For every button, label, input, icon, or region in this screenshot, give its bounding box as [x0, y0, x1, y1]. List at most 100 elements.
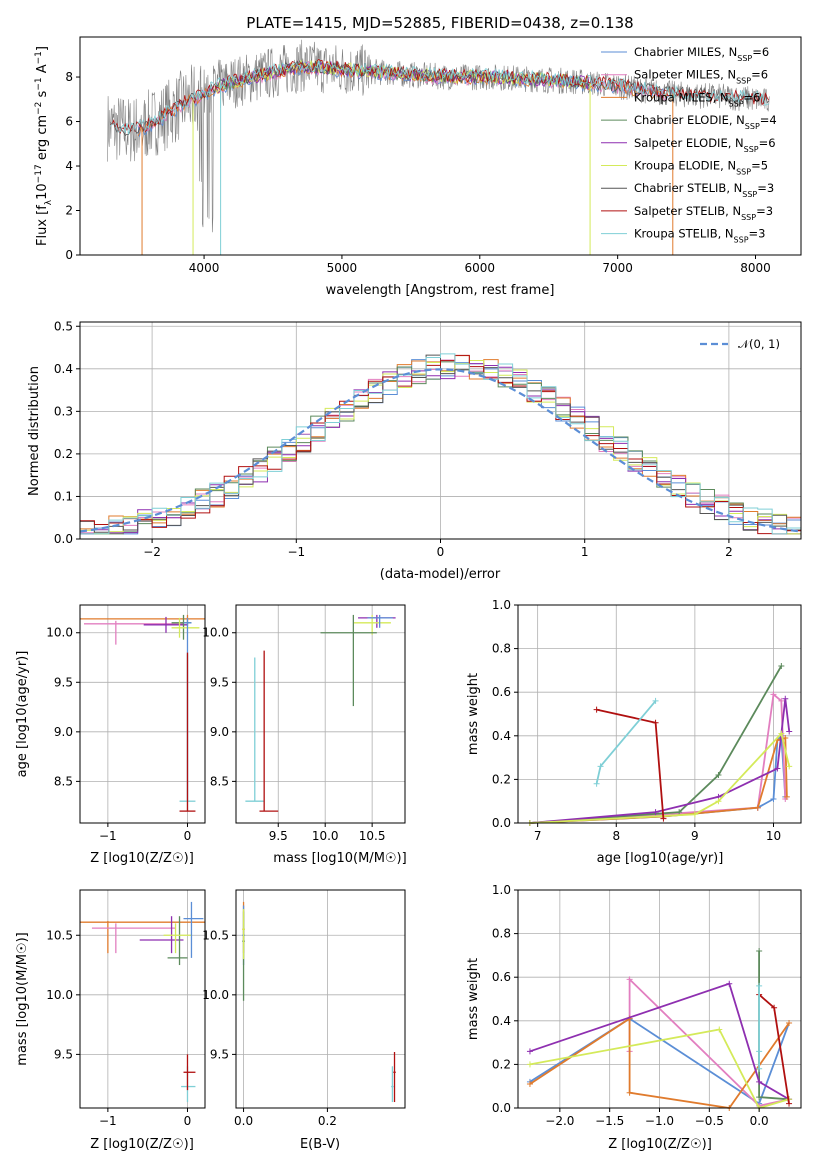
massweight-line	[529, 698, 791, 824]
legend-name: Salpeter ELODIE, N	[634, 136, 744, 150]
point-marker	[786, 728, 793, 735]
x-tick-label: 4000	[189, 261, 220, 275]
age-vs-mass-panel: 9.5 10.0 10.5 8.5 9.0 9.5 10.0 mass [log10(M/M☉…	[202, 604, 407, 866]
point-marker	[756, 982, 763, 989]
legend-entry: Chabrier MILES, NSSP=6	[634, 45, 769, 63]
y-tick-label: 0.2	[492, 772, 511, 786]
point-marker	[660, 815, 667, 822]
point-marker	[652, 697, 659, 704]
model-spectrum	[109, 60, 769, 135]
y-tick-label: 10.5	[202, 928, 229, 942]
y-tick-label: 8.5	[210, 774, 229, 788]
x-tick-label: −1	[99, 829, 117, 843]
x-tick-label: 9.5	[269, 829, 288, 843]
y-tick-label: 10.0	[202, 626, 229, 640]
y-tick-label: 9.5	[210, 1047, 229, 1061]
x-tick-label: 7	[534, 829, 542, 843]
x-axis-label: Z [log10(Z/Z☉)]	[90, 851, 194, 866]
x-tick-label: −0.5	[695, 1114, 724, 1128]
legend-value: =6	[751, 68, 768, 82]
y-tick-label: 10.0	[202, 988, 229, 1002]
y-axis-label: mass weight	[466, 673, 481, 755]
point-marker	[652, 719, 659, 726]
y-tick-label: 0.6	[492, 685, 511, 699]
legend-sub: SSP	[729, 99, 744, 108]
axes-frame	[517, 604, 802, 824]
point-marker	[783, 793, 790, 800]
point-marker	[526, 1081, 533, 1088]
y-tick-label: 6	[65, 115, 73, 129]
legend-entry: 𝒩(0, 1)	[738, 337, 780, 351]
point-marker	[691, 811, 698, 818]
point-marker	[593, 780, 600, 787]
point-marker	[756, 1078, 763, 1085]
y-tick-label: 4	[65, 159, 73, 173]
point-marker	[786, 1019, 793, 1026]
y-tick-label: 0.8	[492, 642, 511, 656]
y-axis-label-part: Flux [f	[35, 205, 50, 246]
legend-name: Chabrier ELODIE, N	[634, 113, 745, 127]
model-spectrum	[214, 59, 590, 91]
x-axis-label: wavelength [Angstrom, rest frame]	[326, 283, 555, 298]
axes-frame	[235, 889, 406, 1109]
x-tick-label: 0	[184, 1114, 192, 1128]
y-axis-label-part: erg cm	[35, 115, 50, 164]
mass-vs-metallicity-panel: −1 0 9.5 10.0 10.5 Z [log10(Z/Z☉)] mass [log10…	[15, 889, 206, 1152]
y-tick-label: 0.4	[54, 362, 73, 376]
massweight-line	[758, 993, 790, 1104]
point-marker	[597, 763, 604, 770]
legend-sub: SSP	[744, 144, 759, 153]
legend-entry: Kroupa ELODIE, NSSP=5	[634, 159, 768, 177]
point-marker	[756, 1094, 763, 1101]
spectrum-panel: 4000 5000 6000 7000 8000 0 2 4 6 8 wavelength [Ang…	[34, 36, 802, 298]
y-tick-label: 9.0	[210, 725, 229, 739]
x-tick-label: 0	[437, 545, 445, 559]
massweight-line	[529, 1017, 790, 1105]
point-marker	[756, 1048, 763, 1055]
x-tick-label: −1	[287, 545, 305, 559]
legend-sub: SSP	[745, 122, 760, 131]
x-axis-label: Z [log10(Z/Z☉)]	[608, 1137, 712, 1152]
x-tick-label: −1.0	[645, 1114, 674, 1128]
point-marker	[771, 1004, 778, 1011]
legend-entry: Salpeter ELODIE, NSSP=6	[634, 136, 776, 154]
x-axis-label: mass [log10(M/M☉)]	[273, 851, 406, 866]
x-tick-label: 0.0	[234, 1114, 253, 1128]
x-tick-label: 1	[581, 545, 589, 559]
y-tick-label: 0.4	[492, 729, 511, 743]
legend-value: =3	[757, 181, 774, 195]
legend-value: =6	[759, 136, 776, 150]
y-axis-label: Normed distribution	[27, 366, 42, 496]
x-tick-label: 9	[691, 829, 699, 843]
y-tick-label: 0.4	[492, 1014, 511, 1028]
legend-value: =3	[756, 204, 773, 218]
y-tick-label: 0.5	[54, 319, 73, 333]
y-tick-label: 10.5	[46, 928, 73, 942]
point-marker	[676, 809, 683, 816]
legend-name: Salpeter STELIB, N	[634, 204, 741, 218]
y-axis-label-part: s	[35, 90, 50, 101]
y-tick-label: 8.5	[54, 774, 73, 788]
point-marker	[770, 796, 777, 803]
x-tick-label: 7000	[602, 261, 633, 275]
x-tick-label: 10.0	[312, 829, 339, 843]
legend-name: Kroupa MILES, N	[634, 90, 729, 104]
y-axis-label-part: ]	[35, 46, 50, 51]
x-tick-label: −2	[143, 545, 161, 559]
y-axis-label-part: −17	[34, 164, 44, 183]
legend-entry: Chabrier STELIB, NSSP=3	[634, 181, 774, 199]
massweight-vs-age-panel: 7 8 9 10 0.0 0.2 0.4 0.6 0.8 1.0 age [log10(age/yr…	[466, 598, 802, 866]
point-marker	[726, 980, 733, 987]
y-tick-label: 9.5	[54, 1047, 73, 1061]
x-tick-label: 2	[725, 545, 733, 559]
point-marker	[626, 976, 633, 983]
x-axis-label: Z [log10(Z/Z☉)]	[90, 1137, 194, 1152]
x-tick-label: 5000	[327, 261, 358, 275]
legend-name: Kroupa ELODIE, N	[634, 159, 736, 173]
legend-value: =6	[752, 45, 769, 59]
age-vs-metallicity-panel: −1 0 8.5 9.0 9.5 10.0 Z [log10(Z/Z☉)] age [log1…	[15, 604, 206, 866]
y-tick-label: 9.0	[54, 725, 73, 739]
massweight-line	[628, 977, 790, 1107]
point-marker	[778, 663, 785, 670]
point-marker	[756, 948, 763, 955]
